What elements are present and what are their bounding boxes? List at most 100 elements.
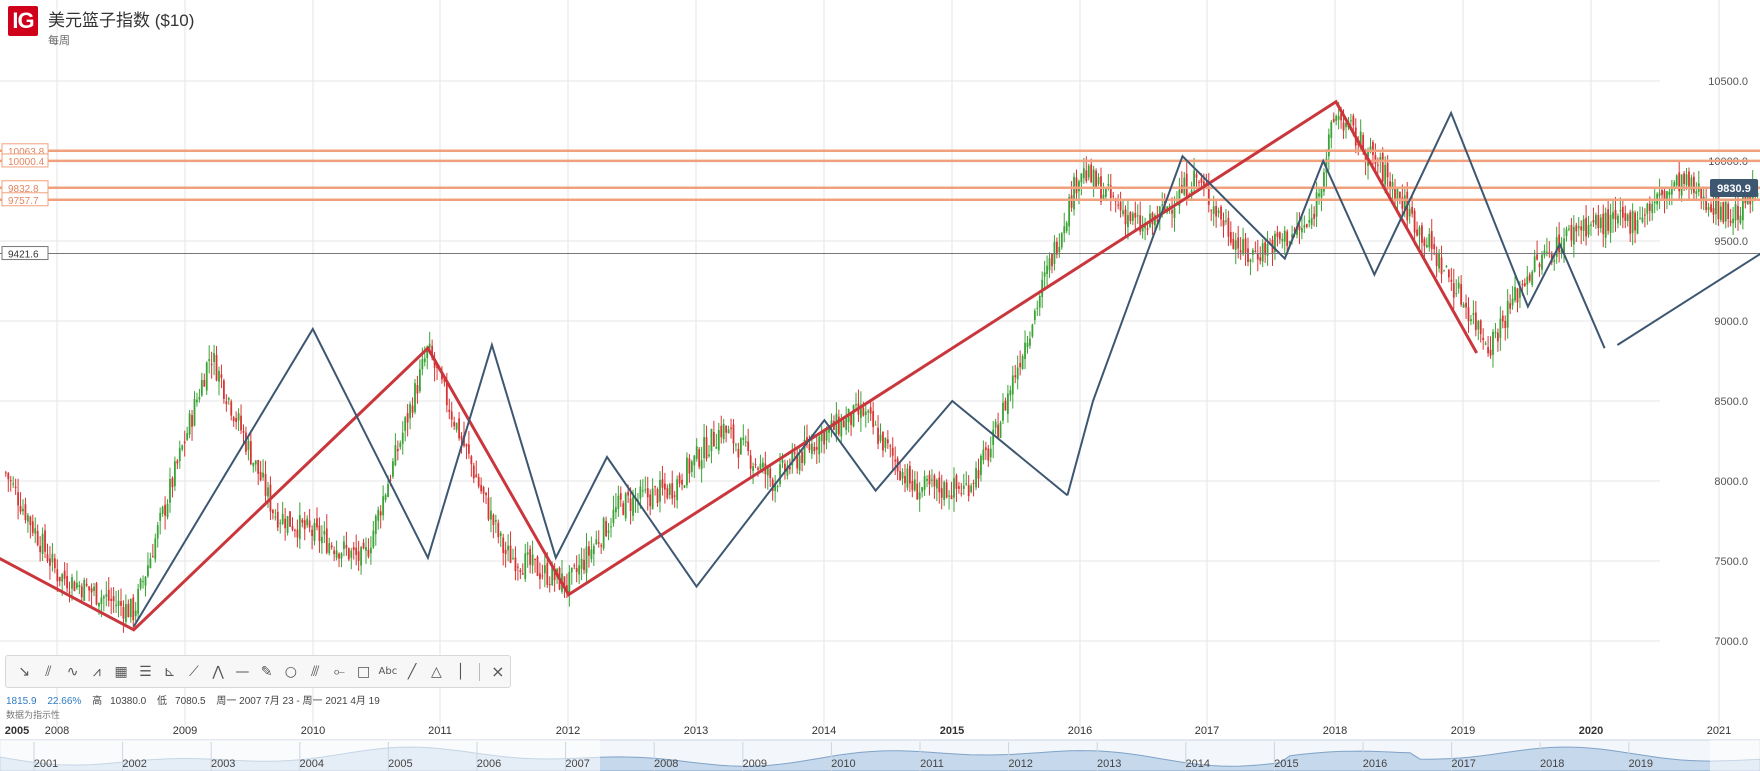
horizontal-line-icon[interactable]: — — [235, 663, 250, 680]
candle-body — [467, 444, 470, 454]
candle-body — [1173, 207, 1176, 219]
candle-body — [1572, 226, 1575, 245]
candle-body — [700, 460, 703, 469]
candle-body — [1107, 183, 1110, 186]
wave-icon[interactable]: ∿ — [66, 663, 79, 680]
candle-body — [1509, 303, 1512, 309]
text-icon[interactable]: Abc — [378, 666, 398, 677]
candle-body — [686, 457, 688, 486]
candle-body — [41, 533, 44, 554]
candle-body — [570, 567, 573, 573]
candle-body — [1053, 241, 1056, 264]
candle-body — [1359, 131, 1362, 149]
candle-body — [931, 479, 933, 481]
candle-body — [580, 558, 583, 569]
close-toolbar-button[interactable]: × — [491, 662, 505, 681]
candle-body — [73, 581, 76, 592]
candle-body — [1519, 287, 1521, 298]
candles — [4, 102, 1759, 633]
candle-body — [1555, 237, 1558, 257]
fibonacci-retracement-icon[interactable]: ☰ — [139, 663, 152, 680]
candle-body — [955, 475, 958, 489]
candle-body — [360, 547, 362, 566]
candle-body — [210, 363, 213, 365]
candle-body — [51, 553, 54, 563]
arrow-line-icon[interactable]: ↘ — [18, 663, 30, 680]
rectangle-icon[interactable]: □ — [357, 663, 371, 680]
candle-body — [524, 553, 527, 579]
candle-body — [1710, 204, 1712, 212]
candle-body — [1129, 212, 1132, 222]
candle-body — [414, 383, 416, 413]
blue-trendline — [1616, 252, 1760, 346]
candle-body — [1055, 241, 1058, 255]
candle-body — [673, 495, 676, 497]
candle-body — [1401, 197, 1404, 209]
level-tag — [1, 246, 49, 261]
candle-body — [945, 482, 948, 498]
candle-body — [490, 510, 492, 520]
candle-body — [1038, 296, 1041, 308]
candle-body — [1060, 233, 1063, 248]
vertical-line-icon[interactable]: │ — [456, 663, 465, 680]
candle-body — [1141, 226, 1144, 232]
candle-body — [950, 495, 953, 500]
candle-body — [992, 429, 995, 445]
candle-body — [507, 545, 509, 551]
line-segment-icon[interactable]: ⟜ — [333, 663, 345, 680]
candle-body — [117, 600, 120, 606]
circle-icon[interactable]: ○ — [284, 663, 297, 680]
candle-body — [245, 432, 247, 452]
pitchfork-icon[interactable]: ⟋ — [188, 663, 199, 680]
candle-body — [1504, 320, 1507, 329]
candle-body — [494, 520, 497, 522]
candle-body — [798, 455, 801, 471]
candle-body — [279, 522, 282, 524]
candle-body — [1744, 193, 1747, 204]
candle-body — [281, 514, 284, 524]
candle-body — [4, 472, 7, 474]
candle-body — [661, 479, 664, 488]
candle-body — [1369, 146, 1372, 153]
x-axis: 2005 2008 2009 2010 2011 2012 2013 2014 2015 2016… — [5, 725, 1731, 737]
candle-body — [68, 591, 71, 593]
candle-body — [1200, 178, 1203, 183]
candle-body — [659, 479, 661, 502]
candle-body — [1202, 181, 1205, 185]
candle-body — [539, 573, 541, 580]
candle-body — [379, 511, 382, 516]
triangle-icon[interactable]: △ — [430, 663, 442, 680]
candle-body — [1670, 188, 1673, 195]
candle-body — [448, 409, 451, 413]
pattern-icon[interactable]: ⋀ — [212, 663, 224, 680]
candle-body — [369, 547, 372, 554]
candle-body — [867, 410, 870, 413]
navigator-tick-label: 2012 — [1008, 758, 1032, 770]
candle-body — [465, 444, 468, 447]
fibonacci-grid-icon[interactable]: ▦ — [114, 663, 128, 680]
candle-body — [1024, 342, 1026, 360]
zigzag-icon[interactable]: ⩘ — [92, 663, 101, 680]
candle-body — [1168, 205, 1171, 207]
candle-body — [578, 565, 581, 575]
candle-body — [1337, 115, 1340, 120]
ruler-icon[interactable]: ✎ — [260, 663, 273, 680]
candle-body — [205, 362, 208, 391]
candle-body — [487, 497, 490, 520]
parallel-channel-icon[interactable]: ⫻ — [310, 663, 320, 680]
candle-body — [796, 454, 799, 469]
candle-body — [1171, 210, 1173, 214]
candle-body — [614, 507, 617, 513]
instrument-title: 美元篮子指数 ($10) — [48, 11, 195, 30]
candle-body — [1134, 212, 1137, 218]
candle-body — [1073, 176, 1075, 210]
parallel-lines-icon[interactable]: ⫽ — [45, 663, 52, 680]
candle-body — [1423, 239, 1426, 246]
candle-body — [1675, 175, 1678, 186]
gann-fan-icon[interactable]: ⊾ — [163, 663, 176, 680]
candle-body — [1582, 219, 1585, 231]
candle-body — [1651, 203, 1654, 213]
trend-line-icon[interactable]: ╱ — [407, 663, 417, 680]
candle-body — [823, 431, 826, 445]
